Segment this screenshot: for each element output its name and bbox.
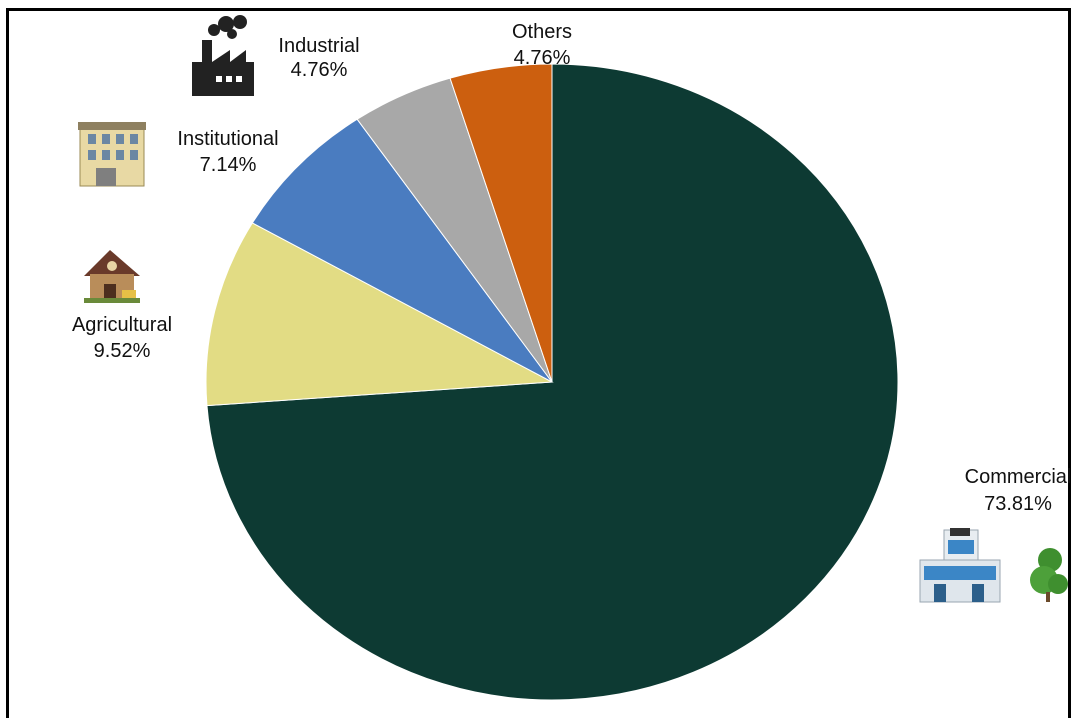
pie-slices <box>205 63 899 701</box>
label-institutional-value: 7.14% <box>200 154 257 176</box>
label-commercial-name: Commercial <box>965 466 1072 488</box>
pie-slice-agricultural <box>205 222 554 407</box>
label-commercial-value: 73.81% <box>984 493 1052 515</box>
label-agricultural-value: 9.52% <box>94 340 151 362</box>
label-institutional-name: Institutional <box>177 128 278 150</box>
pie-slice-others <box>449 63 553 383</box>
farmhouse-icon <box>84 250 140 303</box>
label-industrial-value: 4.76% <box>291 59 348 81</box>
label-others-name: Others <box>512 21 572 43</box>
institutional-building-icon <box>78 122 146 187</box>
label-industrial-name: Industrial <box>278 35 359 57</box>
chart-frame <box>6 8 1071 718</box>
label-others-value: 4.76% <box>514 47 571 69</box>
factory-icon <box>192 15 254 96</box>
pie-slice-institutional <box>251 118 553 383</box>
label-agricultural-name: Agricultural <box>72 314 172 336</box>
office-building-icon <box>919 528 1068 603</box>
